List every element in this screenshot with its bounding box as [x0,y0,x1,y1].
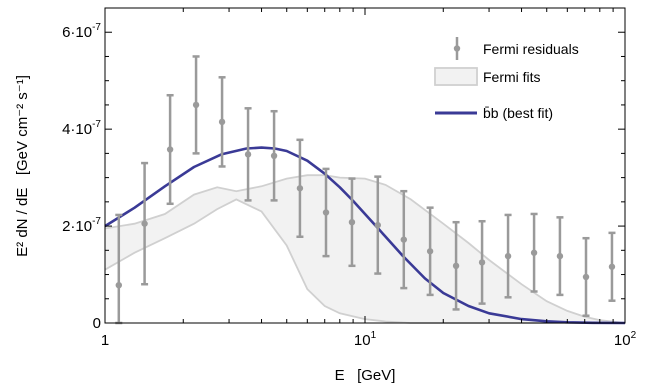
residual-point [322,209,330,216]
legend-label-residuals: Fermi residuals [483,41,579,57]
residual-point [452,262,460,270]
fits-band-layer [104,174,626,324]
y-tick-label: 0 [93,315,101,332]
x-axis-title: E [GeV] [335,367,396,384]
residual-point-group [582,236,590,317]
legend-label-fits: Fermi fits [483,69,541,85]
ticks-layer [104,8,626,324]
residual-point [115,282,123,289]
y-tick-label: 6·10-7 [62,22,101,41]
residual-point-group [478,219,486,305]
residual-point [166,146,174,153]
residual-point [608,263,616,270]
residual-point-group [270,109,278,202]
x-tick-label: 1 [101,332,109,349]
residual-point [348,219,356,226]
residual-point-group [244,107,252,202]
residual-point-group [400,189,408,290]
legend-item-fits: Fermi fits [434,67,541,86]
legend-fits-swatch [434,67,478,86]
residual-point-group [504,213,512,299]
residual-point [556,252,564,260]
x-tick-label: 101 [354,330,377,349]
residual-point [218,118,226,126]
residual-point-group [556,216,564,297]
legend-residuals-marker [453,45,461,52]
residual-point [582,273,590,281]
fits-band-upper-edge [104,174,626,324]
legend-item-residuals: Fermi residuals [453,37,579,60]
residual-point [504,252,512,260]
y-tick-label: 4·10-7 [62,119,101,138]
residual-point [141,220,148,227]
y-axis-title: E² dN / dE [GeV cm⁻² s⁻¹] [14,75,31,257]
y-tick-label: 2·10-7 [62,216,101,235]
residual-point-group [452,220,460,311]
residual-point-group [141,161,149,286]
residual-point-group [348,177,356,268]
residual-point [192,101,200,109]
residual-point [530,249,538,256]
residual-point [270,152,278,160]
residual-point-group [166,93,174,206]
residual-point [400,236,407,243]
residual-point-group [192,55,200,155]
residual-point-group [608,231,616,302]
legend-label-best-fit: b̄b (best fit) [483,105,553,121]
residual-point [426,248,434,255]
residual-point [478,259,486,266]
residual-point-group [218,76,226,168]
residual-point [296,185,304,192]
residual-point [374,221,381,229]
residual-point-group [322,167,330,258]
legend: Fermi residuals Fermi fits b̄b (best fit… [434,37,579,121]
residual-point [244,151,252,158]
residual-point-group [530,212,538,293]
fits-band-fill [105,175,625,323]
residual-point-group [426,206,434,297]
x-tick-label: 102 [614,330,637,349]
residual-point-group [374,175,382,275]
residual-point-group [296,138,304,238]
legend-item-best-fit: b̄b (best fit) [435,105,553,121]
residuals-layer [115,55,616,325]
